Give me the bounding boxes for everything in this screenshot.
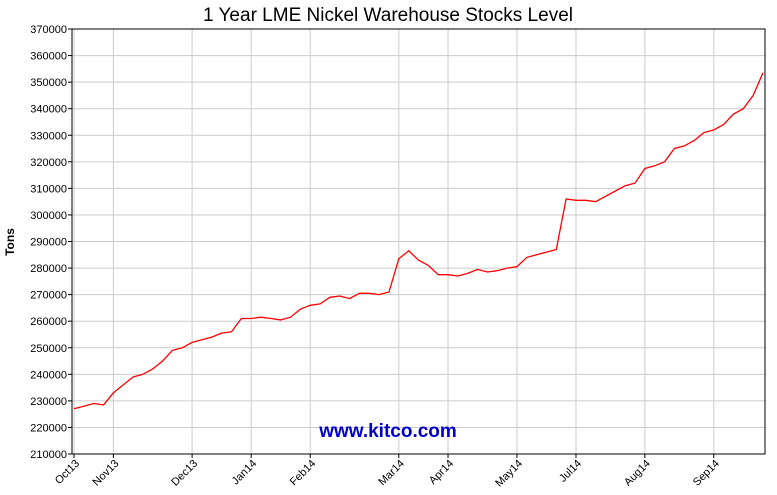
y-tick-label: 270000 bbox=[30, 290, 67, 302]
y-tick-label: 370000 bbox=[30, 24, 67, 36]
y-axis-ticks: 210000 220000 230000 240000 250000 260000 2700… bbox=[30, 24, 72, 461]
y-tick-label: 350000 bbox=[30, 77, 67, 89]
y-tick-label: 220000 bbox=[30, 422, 67, 434]
y-tick-label: 320000 bbox=[30, 157, 67, 169]
watermark-text: www.kitco.com bbox=[318, 421, 457, 442]
y-tick-label: 250000 bbox=[30, 343, 67, 355]
y-tick-label: 260000 bbox=[30, 316, 67, 328]
y-tick-label: 290000 bbox=[30, 237, 67, 249]
y-axis-label: Tons bbox=[3, 228, 17, 256]
plot-border bbox=[71, 28, 766, 455]
y-tick-label: 310000 bbox=[30, 183, 67, 195]
chart-title: 1 Year LME Nickel Warehouse Stocks Level bbox=[203, 5, 573, 26]
y-tick-label: 300000 bbox=[30, 210, 67, 222]
y-tick-label: 330000 bbox=[30, 130, 67, 142]
grid bbox=[72, 28, 765, 455]
series-layer bbox=[73, 72, 764, 410]
y-tick-label: 240000 bbox=[30, 369, 67, 381]
y-tick-label: 280000 bbox=[30, 263, 67, 275]
series-line bbox=[73, 72, 764, 410]
y-tick-label: 360000 bbox=[30, 51, 67, 63]
y-tick-label: 210000 bbox=[30, 449, 67, 461]
y-tick-label: 230000 bbox=[30, 396, 67, 408]
y-tick-label: 340000 bbox=[30, 104, 67, 116]
